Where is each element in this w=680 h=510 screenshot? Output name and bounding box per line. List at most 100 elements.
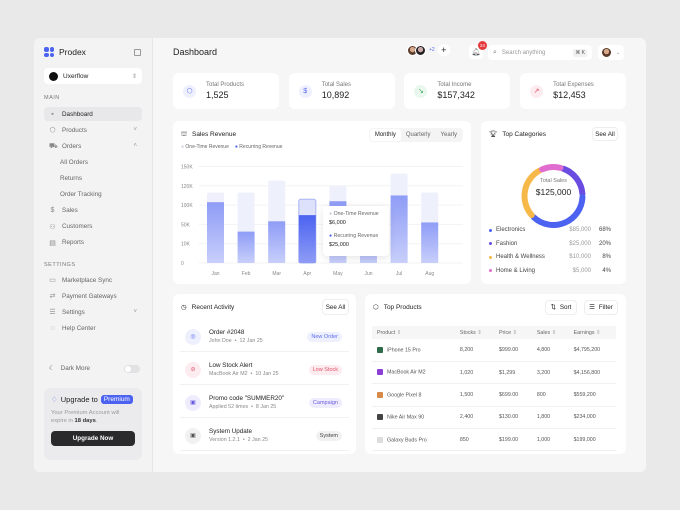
activity-item[interactable]: ⊘ Low Stock Alert MacBook Air M2 • 10 Jan … (180, 355, 349, 385)
arrow-down-right-icon: ↘ (414, 84, 428, 98)
see-all-categories-button[interactable]: See All (592, 127, 618, 141)
table-row[interactable]: Google Pixel 8 1,500 $699.00 800 $559,200 (372, 383, 616, 407)
see-all-activity-button[interactable]: See All (322, 299, 349, 315)
stat-card: ⬡ Total Products 1,525 (173, 73, 279, 109)
sidebar-item-marketplace-sync[interactable]: ▭ Marketplace Sync (49, 276, 113, 285)
x-tick-label: Feb (242, 271, 251, 277)
column-header[interactable]: Sales ⇕ (531, 326, 569, 339)
search-input[interactable]: ⌕ Search anything ⌘ K (488, 45, 592, 60)
sort-icon: ⇕ (512, 329, 517, 336)
dark-mode-toggle[interactable] (124, 364, 140, 373)
sidebar-item-payment-gateways[interactable]: ⇄ Payment Gateways (49, 292, 117, 301)
sidebar-toggle-icon[interactable] (134, 49, 141, 56)
table-row[interactable]: MacBook Air M2 1,020 $1,299 3,200 $4,156,800 (372, 361, 616, 385)
category-row: Electronics $85,000 68% (489, 227, 611, 233)
clock-icon: ◷ (181, 304, 187, 311)
donut-segment-fashion (560, 165, 586, 197)
badge-icon: ♢ (51, 395, 58, 404)
store-icon: ▭ (49, 277, 56, 284)
sidebar-item-customers[interactable]: ⚇ Customers (49, 223, 93, 231)
workspace-logo (49, 71, 58, 81)
user-avatar (601, 47, 612, 58)
tab-yearly[interactable]: Yearly (440, 132, 457, 138)
chart-tooltip: ● One-Time Revenue $6,000 ● Recurring Re… (323, 206, 389, 256)
updown-icon: ⇕ (131, 73, 137, 80)
stat-label: Total Income (437, 82, 472, 88)
stat-value: $12,453 (553, 90, 586, 100)
card-title: Top Categories (502, 130, 546, 138)
filter-button[interactable]: ☰ Filter (584, 300, 618, 315)
x-tick-label: Jun (364, 271, 372, 277)
chart-legend: ● One-Time Revenue ● Recurring Revenue (181, 144, 282, 150)
chevron-down-icon: ˅ (133, 309, 137, 316)
x-tick-label: Aug (425, 271, 434, 277)
x-tick-label: Mar (272, 271, 281, 277)
dollar-icon: $ (298, 84, 312, 98)
app-window: Prodex Uxerflow ⇕ MAIN ▪ Dashboard ⬡ Product… (34, 38, 646, 472)
sidebar-item-returns[interactable]: Returns (60, 174, 83, 182)
extra-members-count: +2 (429, 47, 435, 53)
bar-recurring-apr (298, 215, 316, 263)
stat-label: Total Expenses (553, 82, 594, 88)
sidebar-item-help-center[interactable]: ◌ Help Center (50, 324, 96, 332)
column-header[interactable]: Price ⇕ (493, 326, 532, 339)
y-tick-label: 50K (181, 222, 191, 228)
team-members[interactable]: +2 + (407, 44, 450, 56)
table-row[interactable]: iPhone 15 Pro 8,200 $999.00 4,800 $4,795,200 (372, 339, 616, 362)
shortcut-hint: ⌘ K (573, 48, 587, 57)
sidebar-item-sales[interactable]: $ Sales (50, 207, 78, 215)
activity-item[interactable]: ▣ Promo code "SUMMER20" Applied 52 times •… (180, 388, 349, 418)
donut-segment-electronics (530, 194, 586, 228)
search-icon: ⌕ (493, 48, 497, 56)
workspace-switcher[interactable]: Uxerflow ⇕ (44, 68, 142, 84)
user-menu[interactable]: ⌄ (598, 45, 624, 60)
sidebar-item-settings[interactable]: ☰ Settings ˅ (49, 308, 137, 317)
sliders-icon: ☰ (49, 309, 56, 317)
sidebar-item-order-tracking[interactable]: Order Tracking (60, 191, 102, 198)
product-thumbnail (377, 436, 383, 443)
tab-quarterly[interactable]: Quarterly (405, 132, 431, 138)
trophy-icon: 🏆︎ (489, 131, 498, 138)
bar-recurring-feb (237, 231, 255, 263)
sidebar-item-reports[interactable]: ▤ Reports (49, 239, 85, 247)
stat-value: $157,342 (437, 90, 475, 100)
sidebar-item-orders[interactable]: ⛟ Orders ˄ (49, 142, 137, 150)
avatar (415, 44, 426, 56)
product-thumbnail (377, 391, 383, 398)
column-header[interactable]: Stocks ⇕ (454, 326, 494, 339)
column-header[interactable]: Product ⇕ (372, 326, 455, 339)
product-thumbnail (377, 346, 383, 353)
sort-button[interactable]: ⇅ Sort (545, 300, 577, 315)
activity-item[interactable]: ◎ Order #2048 John Doe • 12 Jan 25 New Orde… (180, 322, 349, 352)
x-tick-label: May (333, 271, 343, 277)
stat-label: Total Sales (321, 82, 352, 88)
app-name: Prodex (59, 47, 86, 57)
sort-icon: ⇅ (550, 304, 556, 311)
recent-activity-card: ◷ Recent Activity See All ◎ Order #2048 Joh… (173, 294, 356, 454)
sidebar-item-all-orders[interactable]: All Orders (60, 158, 88, 166)
table-row[interactable]: Galaxy Buds Pro 850 $199.00 1,000 $199,000 (372, 428, 616, 452)
card-title: Recent Activity (191, 303, 235, 311)
legend-recurring: ● Recurring Revenue (234, 144, 283, 150)
alert-icon: ⊘ (185, 361, 201, 378)
column-header[interactable]: Earnings ⇕ (568, 326, 616, 339)
sidebar: Prodex Uxerflow ⇕ MAIN ▪ Dashboard ⬡ Product… (34, 38, 153, 472)
sidebar-item-dashboard[interactable]: ▪ Dashboard (44, 107, 142, 121)
tooltip-recurring-value: $25,000 (329, 242, 349, 248)
top-categories-card: 🏆︎ Top Categories See All Total Sales $12… (481, 121, 626, 284)
table-row[interactable]: Nike Air Max 90 2,400 $130.00 1,800 $234,000 (372, 406, 616, 430)
products-table: Product ⇕ Stocks ⇕ Price ⇕ Sales ⇕ Earnings … (372, 326, 616, 452)
upgrade-now-button[interactable]: Upgrade Now (51, 430, 135, 446)
section-main: MAIN (44, 95, 60, 101)
activity-item[interactable]: ▣ System Update Version 1.2.1 • 2 Jan 25 Sy… (180, 421, 349, 451)
category-row: Fashion $25,000 20% (489, 241, 611, 247)
product-thumbnail (377, 369, 383, 376)
notifications-button[interactable]: 🔔︎ 24 (469, 41, 487, 59)
tab-monthly[interactable]: Monthly (369, 129, 401, 141)
grid-icon: ▪ (51, 110, 54, 118)
moon-icon: ☾ (49, 365, 55, 372)
card-title: Top Products (383, 303, 422, 311)
y-tick-label: 150K (181, 165, 193, 171)
sidebar-item-products[interactable]: ⬡ Products ˅ (49, 126, 137, 135)
add-member-button[interactable]: + (437, 44, 450, 56)
